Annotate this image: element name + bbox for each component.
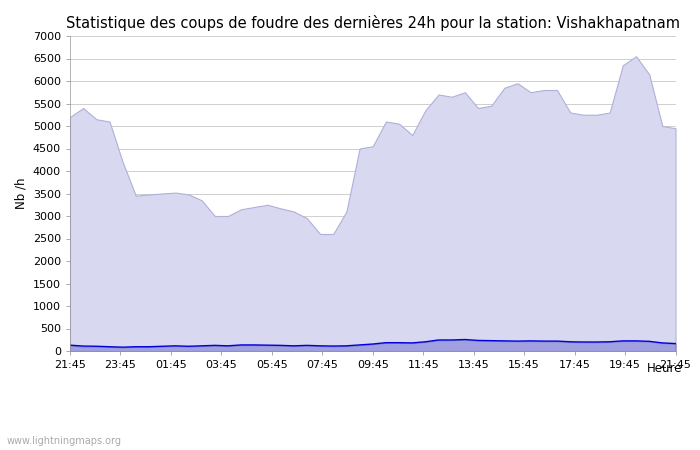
Y-axis label: Nb /h: Nb /h: [14, 178, 27, 209]
Text: Heure: Heure: [647, 362, 682, 375]
Title: Statistique des coups de foudre des dernières 24h pour la station: Vishakhapatna: Statistique des coups de foudre des dern…: [66, 15, 680, 31]
Text: www.lightningmaps.org: www.lightningmaps.org: [7, 436, 122, 446]
